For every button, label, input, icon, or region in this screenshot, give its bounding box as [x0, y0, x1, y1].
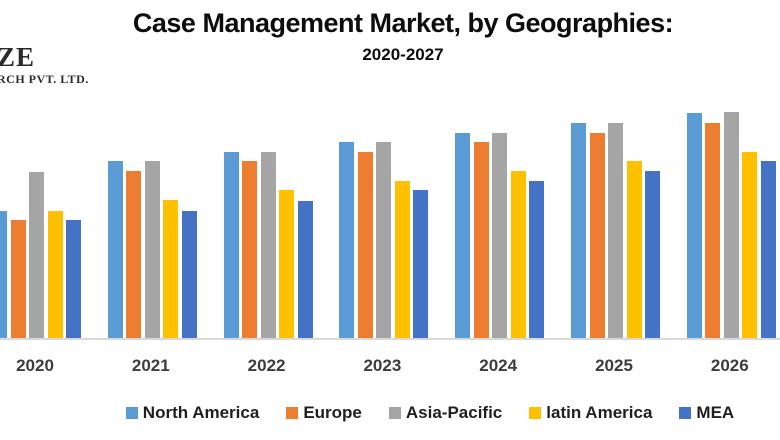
bar-2023-mea — [413, 190, 429, 338]
x-axis-label-2020: 2020 — [16, 356, 54, 375]
bar-2026-mea — [760, 161, 776, 338]
bar-2021-mea — [181, 211, 197, 338]
bar-2022-north-america — [223, 152, 239, 338]
logo-text-bottom: RCH PVT. LTD. — [0, 72, 89, 86]
x-axis-label-2025: 2025 — [595, 356, 633, 375]
legend-label: latin America — [546, 403, 653, 422]
bar-2024-europe — [473, 142, 489, 338]
bar-2022-asia-pacific — [260, 152, 276, 338]
bar-2024-mea — [529, 181, 545, 338]
bar-2021-europe — [126, 171, 142, 338]
chart-legend: North America Europe Asia-Pacific latin Ame… — [0, 403, 780, 423]
x-axis-label-2021: 2021 — [131, 356, 170, 375]
bar-2026-latin-america — [742, 152, 758, 338]
legend-item-europe: Europe — [286, 403, 362, 423]
bar-2025-mea — [645, 171, 660, 338]
x-axis-line — [0, 338, 780, 340]
bar-2026-north-america — [686, 113, 702, 338]
bar-2025-europe — [589, 133, 605, 338]
x-axis-label-2024: 2024 — [479, 356, 518, 375]
title-block: Case Management Market, by Geographies: … — [0, 8, 780, 65]
bar-2021-north-america — [107, 161, 123, 338]
bar-2020-north-america — [0, 211, 7, 338]
legend-swatch-icon — [679, 407, 692, 419]
legend-swatch-icon — [388, 407, 401, 419]
legend-item-asia-pacific: Asia-Pacific — [388, 403, 503, 423]
legend-label: North America — [142, 403, 260, 422]
legend-item-north-america: North America — [125, 403, 260, 423]
bar-2025-asia-pacific — [608, 123, 623, 338]
logo-text-top: ZE — [0, 42, 36, 72]
company-logo: ZE RCH PVT. LTD. — [0, 42, 89, 86]
legend-label: MEA — [696, 403, 735, 422]
bar-2021-asia-pacific — [144, 161, 160, 338]
bar-2025-north-america — [571, 123, 586, 338]
bar-2020-europe — [10, 220, 26, 338]
bar-2023-asia-pacific — [376, 142, 392, 338]
legend-swatch-icon — [286, 407, 299, 419]
legend-item-latin-america: latin America — [529, 403, 652, 423]
bar-2026-europe — [705, 123, 721, 338]
bar-2026-asia-pacific — [723, 112, 739, 338]
legend-label: Europe — [303, 403, 362, 422]
x-axis-label-2026: 2026 — [710, 356, 749, 375]
bar-2020-mea — [66, 220, 81, 338]
bar-2022-mea — [297, 201, 313, 338]
bar-2024-asia-pacific — [492, 133, 508, 338]
x-axis-label-2023: 2023 — [363, 356, 402, 375]
legend-swatch-icon — [529, 407, 542, 419]
legend-label: Asia-Pacific — [405, 403, 503, 422]
bar-2020-asia-pacific — [29, 172, 44, 338]
x-axis-labels: 2020 2021 2022 2023 2024 2025 2026 — [0, 356, 780, 378]
chart-title: Case Management Market, by Geographies: — [132, 8, 674, 38]
bar-2024-north-america — [455, 133, 471, 338]
bar-2024-latin-america — [510, 171, 526, 338]
bar-2023-latin-america — [394, 181, 410, 338]
bar-2023-north-america — [339, 142, 355, 338]
x-axis-label-2022: 2022 — [247, 356, 286, 375]
plot-area — [0, 112, 776, 338]
bar-2025-latin-america — [626, 161, 642, 338]
chart-subtitle: 2020-2027 — [362, 45, 444, 64]
bar-2021-latin-america — [163, 200, 179, 338]
legend-swatch-icon — [125, 407, 138, 419]
bar-2020-latin-america — [47, 211, 63, 338]
bar-2022-europe — [242, 161, 258, 338]
bar-2022-latin-america — [279, 190, 295, 338]
bar-2023-europe — [357, 152, 373, 338]
legend-item-mea: MEA — [679, 403, 734, 423]
